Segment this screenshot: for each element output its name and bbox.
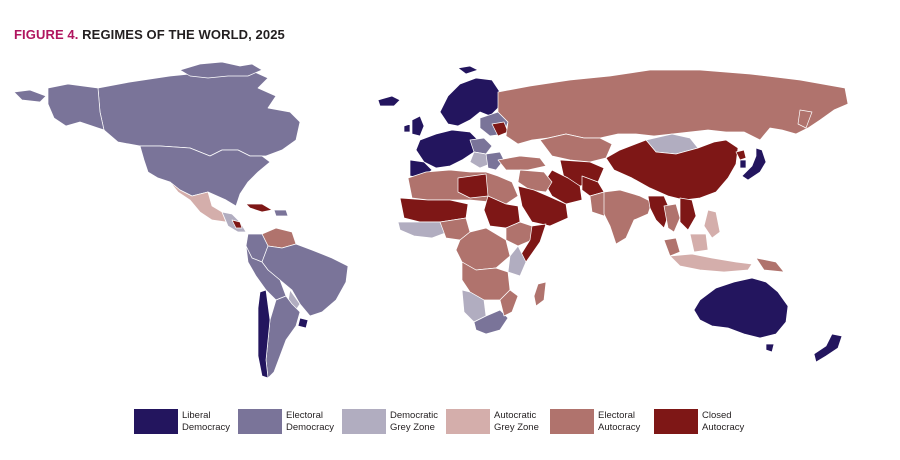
legend-label: Electoral Democracy: [286, 410, 335, 433]
western-europe: [415, 129, 479, 169]
tasmania: [765, 343, 775, 353]
australia: [693, 277, 789, 339]
legend-swatch: [550, 409, 594, 434]
world-regimes-map: [13, 57, 849, 379]
legend-swatch: [446, 409, 490, 434]
figure-number-label: FIGURE 4.: [14, 27, 79, 42]
india: [603, 189, 653, 245]
legend-swatch: [654, 409, 698, 434]
papua-new-guinea: [755, 257, 785, 273]
legend-swatch: [134, 409, 178, 434]
ireland: [403, 123, 411, 133]
new-zealand: [813, 333, 843, 363]
map-legend: Liberal Democracy Electoral Democracy Demo…: [134, 409, 854, 437]
turkey: [497, 155, 547, 171]
canada: [97, 69, 301, 157]
balkans: [469, 151, 491, 169]
legend-label: Liberal Democracy: [182, 410, 231, 433]
alaska: [47, 83, 105, 131]
legend-swatch: [342, 409, 386, 434]
central-africa: [455, 227, 511, 271]
greece-bulgaria: [485, 151, 505, 171]
japan: [741, 147, 767, 181]
united-states: [139, 145, 271, 207]
cuba: [245, 203, 273, 213]
legend-label: Democratic Grey Zone: [390, 410, 439, 433]
kazakhstan: [539, 133, 613, 163]
libya: [457, 173, 489, 199]
hispaniola: [273, 209, 289, 217]
iceland: [377, 95, 401, 107]
sahel: [399, 197, 469, 223]
legend-swatch: [238, 409, 282, 434]
madagascar: [533, 281, 547, 307]
uruguay: [297, 317, 309, 329]
south-korea: [739, 159, 747, 169]
north-korea: [735, 149, 747, 161]
kamchatka: [797, 109, 813, 129]
chile: [257, 289, 271, 379]
canada-islands: [179, 61, 263, 79]
legend-label: Autocratic Grey Zone: [494, 410, 539, 433]
vietnam-laos: [679, 197, 697, 231]
borneo: [689, 233, 709, 253]
west-africa: [397, 221, 449, 239]
figure-title: FIGURE 4. REGIMES OF THE WORLD, 2025: [14, 27, 285, 42]
east-africa: [507, 245, 527, 277]
south-africa: [473, 309, 509, 335]
indonesia: [669, 253, 753, 273]
figure-title-text: REGIMES OF THE WORLD, 2025: [78, 27, 285, 42]
argentina: [265, 295, 301, 379]
legend-label: Closed Autocracy: [702, 410, 745, 433]
united-kingdom: [411, 115, 425, 137]
philippines: [703, 209, 721, 239]
legend-label: Electoral Autocracy: [598, 410, 641, 433]
thailand: [663, 203, 681, 233]
mozambique: [499, 289, 519, 317]
alaska-peninsula: [13, 89, 47, 103]
malaysia: [663, 237, 681, 257]
hungary-serbia: [469, 137, 493, 155]
bangladesh-myanmar: [647, 195, 671, 229]
russia: [497, 69, 849, 145]
iraq-syria: [517, 169, 553, 193]
nicaragua: [231, 219, 243, 229]
china: [605, 139, 739, 201]
greenland: [261, 57, 429, 125]
svalbard: [457, 65, 479, 75]
saudi-arabia: [517, 185, 569, 227]
